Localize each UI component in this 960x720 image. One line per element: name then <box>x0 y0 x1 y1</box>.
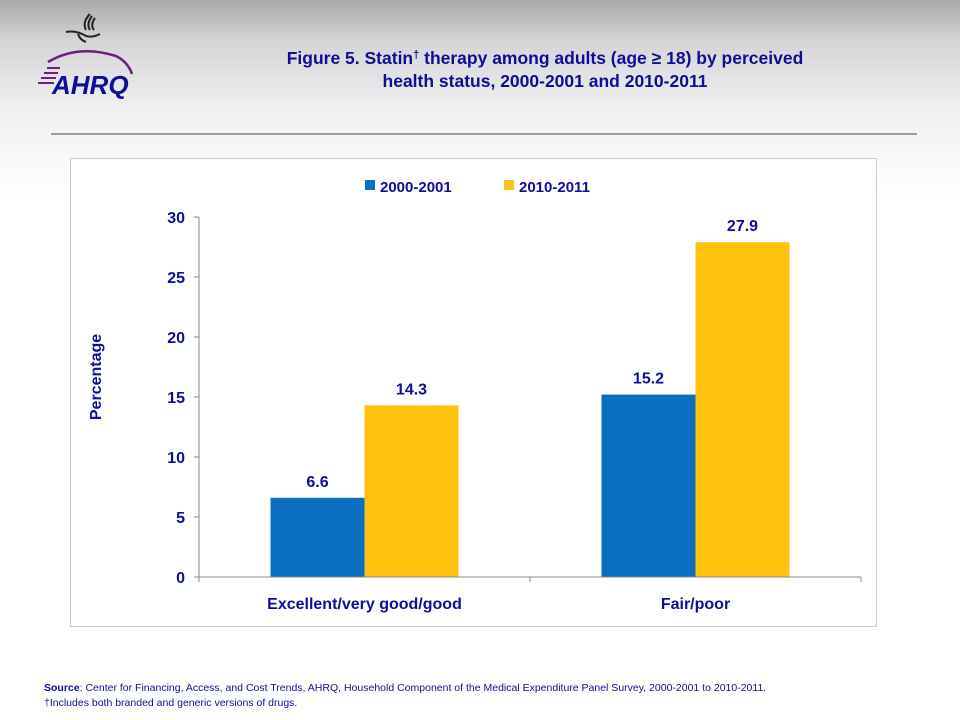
page-title: Figure 5. Statin† therapy among adults (… <box>200 47 890 93</box>
logo-arc <box>47 50 134 75</box>
bar-2010-2011 <box>695 242 790 577</box>
legend-swatch-2000-2001 <box>365 180 375 190</box>
source-label: Source <box>44 682 80 694</box>
title-text-1: Figure 5. Statin <box>286 48 414 68</box>
bar-2000-2001 <box>601 394 696 577</box>
bar-2000-2001 <box>270 497 365 577</box>
footer-notes: Source: Center for Financing, Access, an… <box>44 681 944 711</box>
bars: 6.6 14.3 15.2 27.9 <box>270 218 790 577</box>
title-text-2: therapy among adults (age ≥ 18) by perce… <box>419 48 804 68</box>
chart-panel: 2000-2001 2010-2011 Percentage 0 5 10 15 20 2… <box>70 158 877 627</box>
y-tick-label: 0 <box>176 570 185 587</box>
header-divider <box>51 133 917 135</box>
x-tick-label: Fair/poor <box>661 596 730 613</box>
legend-swatch-2010-2011 <box>504 180 514 190</box>
y-tick-label: 15 <box>167 390 185 407</box>
y-tick-label: 25 <box>167 270 185 287</box>
legend-label-2000-2001: 2000-2001 <box>380 179 452 196</box>
legend-label-2010-2011: 2010-2011 <box>519 179 590 196</box>
y-tick-label: 20 <box>167 330 185 347</box>
y-axis: 0 5 10 15 20 25 30 <box>167 210 200 587</box>
title-text-line2: health status, 2000-2001 and 2010-2011 <box>382 71 708 91</box>
dagger-note: †Includes both branded and generic versi… <box>44 697 298 709</box>
x-tick-label: Excellent/very good/good <box>267 596 462 613</box>
logo-speed-lines <box>38 67 60 84</box>
title-dagger: † <box>413 49 420 61</box>
source-note: Source: Center for Financing, Access, an… <box>44 681 944 696</box>
logo-text: AHRQ <box>51 70 129 99</box>
legend: 2000-2001 2010-2011 <box>365 179 590 196</box>
hhs-eagle-icon <box>65 13 101 43</box>
y-tick-label: 10 <box>167 450 185 467</box>
y-axis-label: Percentage <box>88 334 105 420</box>
bar-data-label: 15.2 <box>633 371 664 388</box>
bar-data-label: 14.3 <box>396 381 427 398</box>
ahrq-logo: AHRQ <box>30 4 150 100</box>
x-axis: Excellent/very good/good Fair/poor <box>198 576 862 613</box>
bar-2010-2011 <box>364 405 459 577</box>
bar-chart: 2000-2001 2010-2011 Percentage 0 5 10 15 20 2… <box>88 179 862 613</box>
y-tick-label: 30 <box>167 210 185 227</box>
y-tick-label: 5 <box>176 510 185 527</box>
bar-data-label: 27.9 <box>727 218 758 235</box>
source-text: : Center for Financing, Access, and Cost… <box>79 682 767 694</box>
bar-data-label: 6.6 <box>306 474 328 491</box>
